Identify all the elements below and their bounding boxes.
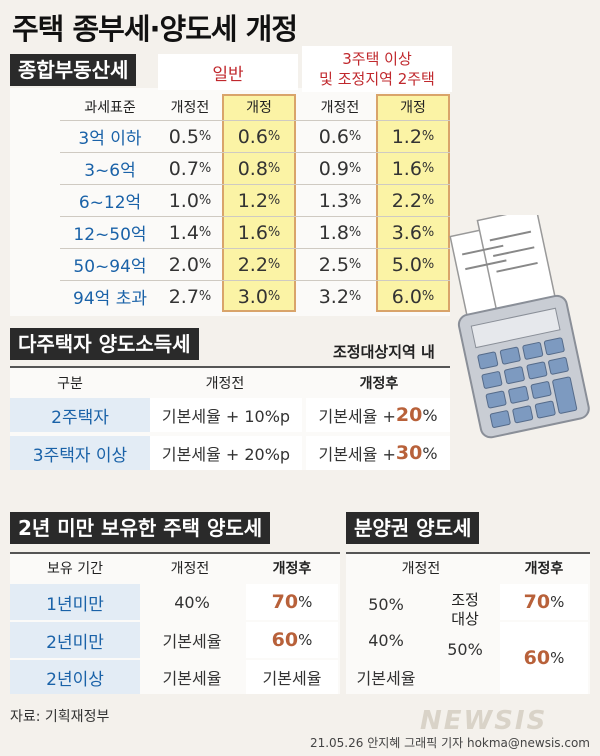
col-period: 보유 기간	[47, 561, 103, 577]
row-period: 2년미만	[10, 622, 140, 658]
row-value: 2.0%	[168, 253, 212, 276]
row-value: 1.3%	[318, 189, 362, 212]
calculator-receipt-illustration	[449, 215, 590, 439]
row-value: 0.6%	[237, 125, 281, 148]
row-value: 0.5%	[168, 125, 212, 148]
row-before: 기본세율	[162, 632, 222, 651]
row-after: 기본세율 + 30%	[306, 436, 450, 470]
row-kind: 2주택자	[10, 398, 150, 432]
col-general-before: 개정전	[170, 100, 210, 116]
col-base: 과세표준	[84, 100, 136, 116]
before-2: 40%	[368, 630, 404, 650]
multi-header: 다주택자 양도소득세	[10, 328, 199, 360]
after-60: 60%	[500, 622, 588, 694]
row-value: 1.4%	[168, 221, 212, 244]
jongbu-header: 종합부동산세	[10, 54, 137, 86]
col-after: 개정후	[524, 561, 564, 577]
row-value: 2.5%	[318, 253, 362, 276]
row-value: 0.9%	[318, 157, 362, 180]
row-base: 6~12억	[78, 193, 142, 213]
row-value: 1.6%	[237, 221, 281, 244]
group-multi-label: 3주택 이상 및 조정지역 2주택	[302, 46, 452, 92]
row-base: 3억 이하	[78, 129, 142, 149]
source-note: 자료: 기획재정부	[10, 709, 110, 725]
col-before: 개정전	[401, 561, 441, 577]
group-general-label: 일반	[158, 54, 298, 90]
row-value: 2.2%	[237, 253, 281, 276]
row-period: 1년미만	[10, 584, 140, 620]
row-value: 0.7%	[168, 157, 212, 180]
col-general-after: 개정	[246, 100, 272, 116]
after-70: 70%	[500, 584, 588, 620]
row-value: 1.8%	[318, 221, 362, 244]
before-1: 50%	[368, 594, 404, 614]
newsis-watermark: NEWSIS	[420, 706, 548, 736]
mid-value: 50%	[447, 639, 483, 659]
row-value: 6.0%	[391, 285, 435, 308]
row-after: 70%	[246, 584, 338, 620]
multi-after-column	[376, 94, 450, 312]
col-after: 개정후	[359, 376, 399, 392]
row-value: 1.2%	[237, 189, 281, 212]
presale-header: 분양권 양도세	[346, 512, 480, 544]
row-after: 기본세율 + 20%	[306, 398, 450, 432]
row-value: 1.6%	[391, 157, 435, 180]
short-header: 2년 미만 보유한 주택 양도세	[10, 512, 271, 544]
row-period: 2년이상	[10, 660, 140, 694]
row-base: 94억 초과	[73, 289, 147, 309]
row-value: 3.2%	[318, 285, 362, 308]
row-value: 0.8%	[237, 157, 281, 180]
before-3: 기본세율	[356, 669, 416, 688]
row-before: 기본세율	[162, 669, 222, 688]
col-before: 개정전	[205, 376, 245, 392]
col-before: 개정전	[170, 561, 210, 577]
row-before: 기본세율 + 20%p	[150, 436, 302, 470]
page-title: 주택 종부세·양도세 개정	[12, 12, 298, 46]
row-value: 3.0%	[237, 285, 281, 308]
multi-note: 조정대상지역 내	[333, 343, 435, 361]
row-before: 기본세율 + 10%p	[150, 398, 302, 432]
col-after: 개정후	[272, 561, 312, 577]
row-value: 1.0%	[168, 189, 212, 212]
credit-line: 21.05.26 안지혜 그래픽 기자 hokma@newsis.com	[309, 736, 590, 750]
row-before: 40%	[174, 592, 210, 612]
row-value: 2.2%	[391, 189, 435, 212]
adjust-label: 조정 대상	[451, 591, 479, 628]
col-multi-before: 개정전	[320, 100, 360, 116]
row-value: 2.7%	[168, 285, 212, 308]
row-base: 50~94억	[73, 257, 147, 277]
row-value: 1.2%	[391, 125, 435, 148]
row-after: 60%	[246, 622, 338, 658]
col-multi-after: 개정	[400, 100, 426, 116]
general-after-column	[222, 94, 296, 312]
row-value: 3.6%	[391, 221, 435, 244]
row-value: 0.6%	[318, 125, 362, 148]
row-base: 3~6억	[84, 161, 136, 181]
col-kind: 구분	[57, 376, 83, 392]
row-base: 12~50억	[73, 225, 147, 245]
row-after: 기본세율	[246, 660, 338, 694]
row-value: 5.0%	[391, 253, 435, 276]
row-kind: 3주택자 이상	[10, 436, 150, 470]
